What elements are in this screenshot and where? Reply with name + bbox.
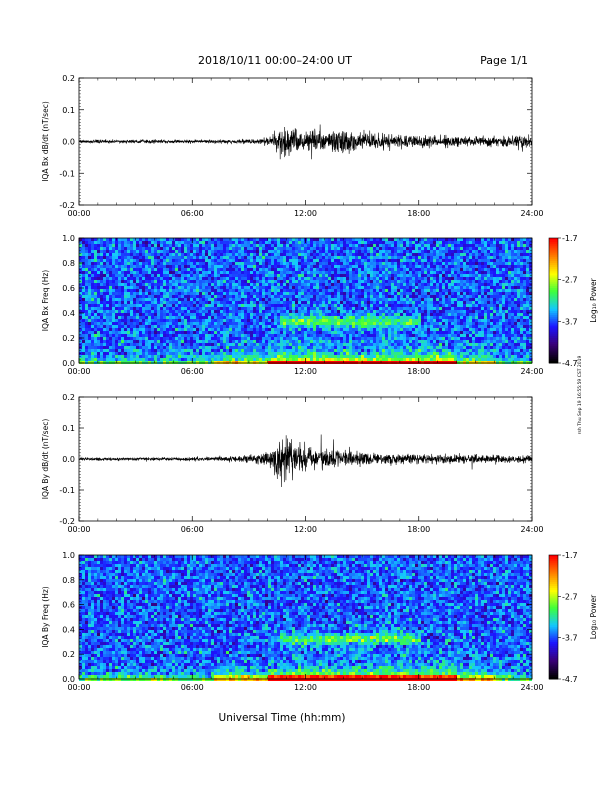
x-tick-label: 06:00	[181, 683, 204, 692]
colorbar-tick-label: -3.7	[562, 634, 578, 643]
panel-bx-spectrogram: -1.7 -2.7 -3.7 -4.7 Log₁₀ Power 00:00 06:00 12:…	[41, 234, 598, 376]
x-tick-label: 06:00	[181, 209, 204, 218]
y-tick-label: 0.2	[62, 74, 75, 83]
x-tick-label: 12:00	[294, 209, 317, 218]
y-tick-label: -0.1	[59, 486, 75, 495]
spectrogram-cells	[79, 555, 532, 681]
generation-note: rsh Thu Sep 19 16:55:59 CST 2019	[577, 356, 583, 435]
x-tick-label: 00:00	[67, 367, 90, 376]
x-tick-label: 12:00	[294, 525, 317, 534]
y-tick-label: 0.0	[62, 675, 75, 684]
x-tick-label: 18:00	[407, 209, 430, 218]
x-tick-label: 00:00	[67, 683, 90, 692]
y-tick-label: 0.8	[62, 576, 75, 585]
colorbar-tick-label: -3.7	[562, 317, 578, 326]
colorbar: -1.7 -2.7 -3.7 -4.7 Log₁₀ Power	[548, 551, 598, 684]
dbdt-trace	[78, 124, 533, 160]
spectrogram-cells	[79, 238, 532, 364]
x-tick-label: 00:00	[67, 209, 90, 218]
colorbar-label: Log₁₀ Power	[589, 277, 598, 322]
y-tick-label: 0.2	[62, 650, 75, 659]
colorbar-tick-label: -4.7	[562, 359, 578, 368]
x-tick-label: 06:00	[181, 525, 204, 534]
y-axis-label: IQA By Freq (Hz)	[41, 586, 50, 648]
y-tick-label: 1.0	[62, 551, 75, 560]
page-indicator: Page 1/1	[480, 54, 528, 67]
colorbar-tick-label: -1.7	[562, 234, 578, 243]
y-tick-label: 0.6	[62, 601, 75, 610]
y-tick-label: 0.2	[62, 393, 75, 402]
y-axis-label: IQA Bx Freq (Hz)	[41, 270, 50, 332]
y-tick-label: -0.1	[59, 169, 75, 178]
y-tick-label: -0.2	[59, 517, 75, 526]
x-tick-label: 00:00	[67, 525, 90, 534]
x-tick-label: 18:00	[407, 683, 430, 692]
y-tick-label: 0.8	[62, 259, 75, 268]
x-axis-title: Universal Time (hh:mm)	[219, 712, 346, 724]
x-tick-label: 18:00	[407, 525, 430, 534]
y-tick-label: 0.4	[62, 625, 75, 634]
x-tick-label: 24:00	[520, 209, 543, 218]
x-tick-label: 24:00	[520, 525, 543, 534]
y-tick-label: 0.0	[62, 455, 75, 464]
colorbar-tick-label: -4.7	[562, 675, 578, 684]
plot-title: 2018/10/11 00:00–24:00 UT	[198, 54, 352, 67]
y-tick-label: 0.1	[62, 106, 75, 115]
colorbar-tick-label: -2.7	[562, 592, 578, 601]
colorbar-label: Log₁₀ Power	[589, 594, 598, 639]
colorbar-frame	[548, 237, 559, 364]
y-tick-label: -0.2	[59, 201, 75, 210]
x-tick-label: 12:00	[294, 683, 317, 692]
x-tick-label: 18:00	[407, 367, 430, 376]
colorbar-tick-label: -2.7	[562, 276, 578, 285]
y-tick-label: 0.6	[62, 284, 75, 293]
colorbar-frame	[548, 554, 559, 680]
y-axis-label: IQA Bx dB/dt (nT/sec)	[41, 101, 50, 182]
y-tick-label: 0.1	[62, 424, 75, 433]
y-tick-label: 1.0	[62, 234, 75, 243]
colorbar-tick-label: -1.7	[562, 551, 578, 560]
y-axis-label: IQA By dB/dt (nT/sec)	[41, 419, 50, 500]
dbdt-trace	[78, 434, 533, 488]
x-tick-label: 06:00	[181, 367, 204, 376]
colorbar: -1.7 -2.7 -3.7 -4.7 Log₁₀ Power	[548, 234, 598, 368]
panel-bx-dbdt: 00:00 06:00 12:00 18:00 24:00 -0.2 -0.1 0.0 0.1 0…	[41, 74, 544, 218]
panel-by-spectrogram: -1.7 -2.7 -3.7 -4.7 Log₁₀ Power 00:00 06:00 12:…	[41, 551, 598, 692]
y-tick-label: 0.0	[62, 138, 75, 147]
y-tick-label: 0.0	[62, 359, 75, 368]
x-tick-label: 24:00	[520, 683, 543, 692]
x-tick-label: 12:00	[294, 367, 317, 376]
y-tick-label: 0.2	[62, 334, 75, 343]
x-tick-label: 24:00	[520, 367, 543, 376]
panel-by-dbdt: 00:00 06:00 12:00 18:00 24:00 -0.2 -0.1 0.0 0.1 0…	[41, 393, 544, 534]
y-tick-label: 0.4	[62, 309, 75, 318]
